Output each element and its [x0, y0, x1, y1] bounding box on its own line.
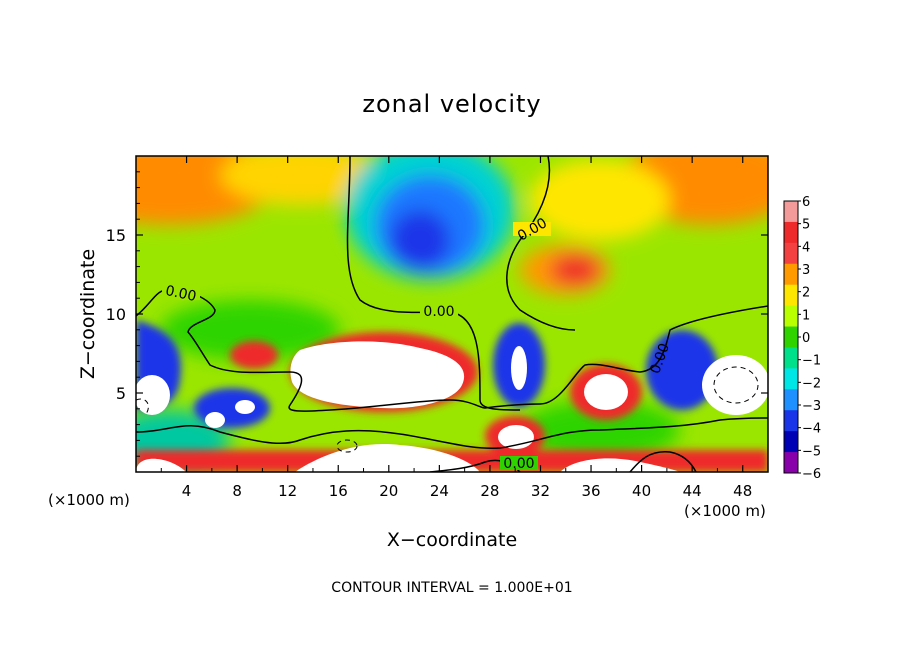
x-tick-label: 20 [379, 482, 398, 500]
colorbar-swatch [784, 221, 798, 244]
x-tick-label: 4 [182, 482, 192, 500]
colorbar-tick-label: −1 [802, 354, 821, 369]
colorbar-tick-label: 2 [802, 286, 810, 301]
colorbar-tick-label: 1 [802, 308, 810, 323]
x-tick-label: 28 [480, 482, 499, 500]
field-red-blob [550, 255, 600, 285]
contour-label-box-5 [500, 456, 538, 470]
colorbar-swatch [784, 263, 798, 286]
y-axis: 5 10 15 [106, 171, 768, 457]
field-white-core-far-right [702, 355, 768, 415]
colorbar-tick-label: 5 [802, 218, 810, 233]
field-white-spot-b [235, 400, 255, 414]
y-tick-label: 15 [106, 226, 126, 245]
colorbar-swatch [784, 347, 798, 369]
contour-interval-note: CONTOUR INTERVAL = 1.000E+01 [331, 580, 572, 596]
contour-neg-far-right [713, 366, 759, 404]
contour-labels: 0.00 0.00 0.00 0.00 0.00 [162, 215, 673, 472]
y-tick-label: 10 [106, 305, 126, 324]
x-tick-label: 32 [531, 482, 550, 500]
field-white-core-column [511, 346, 527, 390]
colorbar-swatch [784, 389, 798, 411]
contour-ten-floor [629, 451, 697, 472]
colorbar-swatch [784, 431, 798, 453]
x-tick-label: 12 [278, 482, 297, 500]
colorbar-tick-label: 4 [802, 240, 810, 255]
x-tick-label: 8 [232, 482, 242, 500]
field-yellow-top-right [530, 160, 670, 240]
colorbar-swatch [784, 368, 798, 390]
contour-zero-main [136, 289, 768, 412]
field-white-floor-right [560, 458, 680, 472]
x-tick-label: 16 [329, 482, 348, 500]
contour-label-box-3 [513, 222, 551, 236]
colorbar-tick-label: −2 [802, 376, 821, 391]
colorbar-swatch [784, 410, 798, 432]
colorbar-tick-label: 3 [802, 263, 810, 278]
colorbar-tick-label: 6 [802, 195, 810, 210]
field-yellow-top [220, 156, 380, 205]
contour-label-2: 0.00 [423, 304, 454, 320]
field-red-small [230, 341, 278, 369]
field-white-core-right [584, 374, 628, 410]
y-axis-label: Z−coordinate [77, 249, 99, 379]
contour-label-box-1 [162, 286, 200, 300]
x-tick-label: 44 [683, 482, 702, 500]
contour-label-5: 0.00 [503, 456, 534, 472]
colorbar-swatch [784, 201, 798, 223]
colorbar-tick-label: −6 [802, 467, 821, 482]
contour-zero-lower [136, 417, 768, 450]
x-axis: 4 8 12 16 20 24 28 32 36 40 44 48 [160, 156, 752, 500]
field-white-core-left [136, 375, 170, 415]
y-tick-label: 5 [116, 384, 126, 403]
colorbar-swatch [784, 305, 798, 328]
field-green-band [160, 300, 340, 360]
x-tick-label: 36 [581, 482, 600, 500]
colorbar-swatch [784, 452, 798, 474]
field-deep-blue-jet [390, 210, 450, 270]
chart-title: zonal velocity [362, 90, 541, 118]
field-white-floor-left [136, 458, 186, 472]
x-axis-label: X−coordinate [387, 529, 517, 551]
x-unit-right: (×1000 m) [684, 502, 766, 520]
field-white-core-center [290, 341, 465, 409]
x-tick-label: 24 [430, 482, 449, 500]
heatmap-field [136, 156, 768, 472]
contour-neg-left [136, 398, 149, 415]
colorbar-swatch [784, 326, 798, 348]
colorbar-tick-label: 0 [802, 331, 810, 346]
x-tick-label: 40 [632, 482, 651, 500]
contour-neg-bottom [336, 439, 358, 453]
colorbar-swatch [784, 242, 798, 265]
x-tick-label: 48 [733, 482, 752, 500]
colorbar: 6 5 4 3 2 1 0 −1 −2 −3 −4 −5 −6 [783, 195, 821, 482]
contour-label-box-2 [420, 304, 458, 318]
colorbar-tick-label: −4 [802, 422, 821, 437]
colorbar-tick-label: −5 [802, 444, 821, 459]
x-unit-left: (×1000 m) [48, 491, 130, 509]
field-white-spot-a [205, 412, 225, 428]
colorbar-tick-label: −3 [802, 399, 821, 414]
contour-label-1: 0.00 [164, 283, 198, 305]
colorbar-swatch [784, 284, 798, 307]
contour-zero-jet-right [506, 156, 576, 331]
